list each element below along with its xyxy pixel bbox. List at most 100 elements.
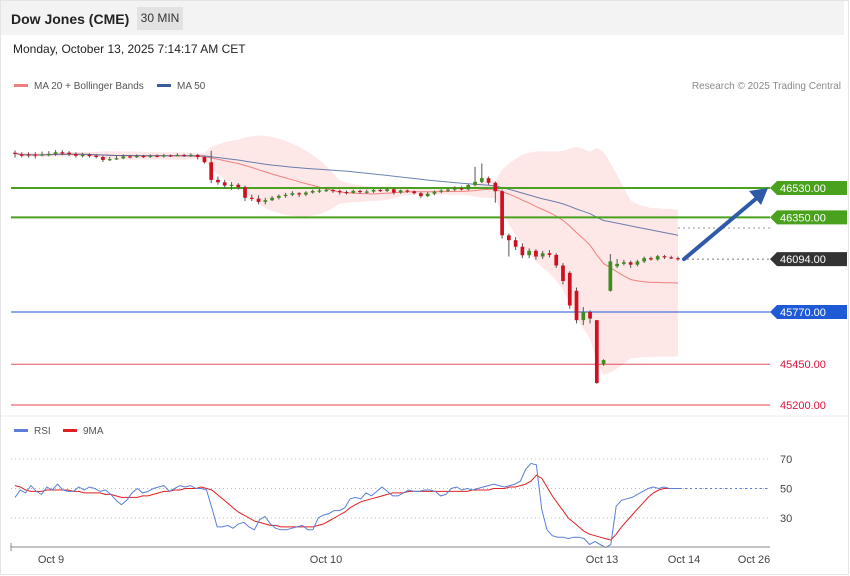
candle-body [270,197,274,201]
candle-body [94,155,99,157]
candle-body [662,256,667,258]
candle-body [19,154,24,156]
candle-body [520,246,525,256]
candle-body [155,155,159,157]
level-label-45770.00: 45770.00 [780,307,826,319]
candle-body [608,261,613,291]
candle-body [283,194,288,197]
candle-body [459,188,464,190]
candle-body [446,189,450,191]
x-tick-label: Oct 14 [668,554,700,566]
candle-body [310,190,315,193]
time-axis: Oct 9 Oct 10 Oct 13 Oct 14 Oct 26 [1,415,848,566]
legend-swatch-rsi [14,428,28,432]
level-label-45200.00: 45200.00 [780,400,826,412]
candle-body [507,235,511,241]
candle-body [256,198,261,202]
candle-body [331,189,335,192]
candle-body [202,157,207,163]
candle-body [189,154,193,157]
rsi-level-label-70: 70 [780,454,792,466]
candle-body [195,154,200,157]
candle-body [364,191,369,193]
candle-body [351,190,356,193]
candle-body [540,253,545,257]
candle-body [479,178,484,182]
candle-body [26,154,31,156]
candle-body [473,181,477,186]
candle-body [101,157,105,160]
candle-body [107,159,112,161]
candle-body [297,193,302,195]
candle-body [391,189,396,193]
legend-swatch-ma50 [157,83,171,87]
candle-body [412,191,417,194]
candle-body [581,312,586,321]
candle-body [222,182,227,186]
x-tick-label: Oct 10 [310,554,342,566]
candle-body [554,254,559,266]
candle-body [567,272,572,306]
level-label-46350.00: 46350.00 [780,212,826,224]
candle-body [527,250,532,256]
candle-body [371,189,376,192]
timeframe-badge[interactable]: 30 MIN [137,7,183,30]
candle-body [40,154,44,156]
candle-body [13,152,17,154]
candle-body [669,257,674,259]
candle-body [317,190,322,192]
candle-body [168,155,173,157]
candle-body [134,156,139,158]
copyright-notice: Research © 2025 Trading Central [691,81,841,92]
level-label-45450.00: 45450.00 [780,359,826,371]
candle-body [419,193,423,197]
candle-body [209,162,214,180]
candle-body [114,158,119,160]
candle-body [655,256,660,260]
projection-arrow [682,188,768,262]
candle-body [588,312,592,319]
candle-body [128,156,132,158]
legend-ma20-bollinger: MA 20 + Bollinger Bands [14,81,144,92]
legend-ma50: MA 50 [157,81,205,92]
level-label-46530.00: 46530.00 [780,183,826,195]
candle-body [290,193,295,195]
candle-body [60,152,65,154]
price-levels: 46530.00 46350.00 46094.00 45770.00 45450.00… [11,181,847,412]
legend-rsi: RSI [14,426,51,437]
level-tag-45770.00 [770,305,847,319]
candle-body [452,188,457,190]
candle-body [46,153,51,156]
candle-body [405,190,410,192]
candle-body [263,200,268,202]
legend-label-ma20: MA 20 + Bollinger Bands [34,81,144,92]
candle-body [574,290,579,321]
candle-body [534,250,538,257]
candle-body [344,192,349,194]
candle-body [324,189,329,192]
candle-body [161,155,166,157]
candle-body [615,263,619,267]
candle-body [121,156,126,159]
candle-body [547,253,552,255]
candle-body [601,360,606,365]
candle-body [337,190,342,193]
projection-arrow-shaft [682,195,760,262]
candle-body [276,195,281,198]
projection-arrow-head [749,188,768,205]
candle-body [87,154,92,157]
candle-body [513,240,518,247]
legend-label-9ma: 9MA [83,426,104,437]
level-tag-46350.00 [770,210,847,225]
rsi-9ma-line [14,474,680,541]
legend-label-rsi: RSI [34,426,51,437]
candle-body [649,258,653,260]
timestamp: Monday, October 13, 2025 7:14:17 AM CET [13,42,246,56]
candle-body [229,184,234,186]
candle-body [561,265,565,281]
legend-swatch-ma20 [14,83,28,87]
candle-body [439,190,444,192]
candle-body [425,193,430,197]
candle-body [249,197,254,199]
